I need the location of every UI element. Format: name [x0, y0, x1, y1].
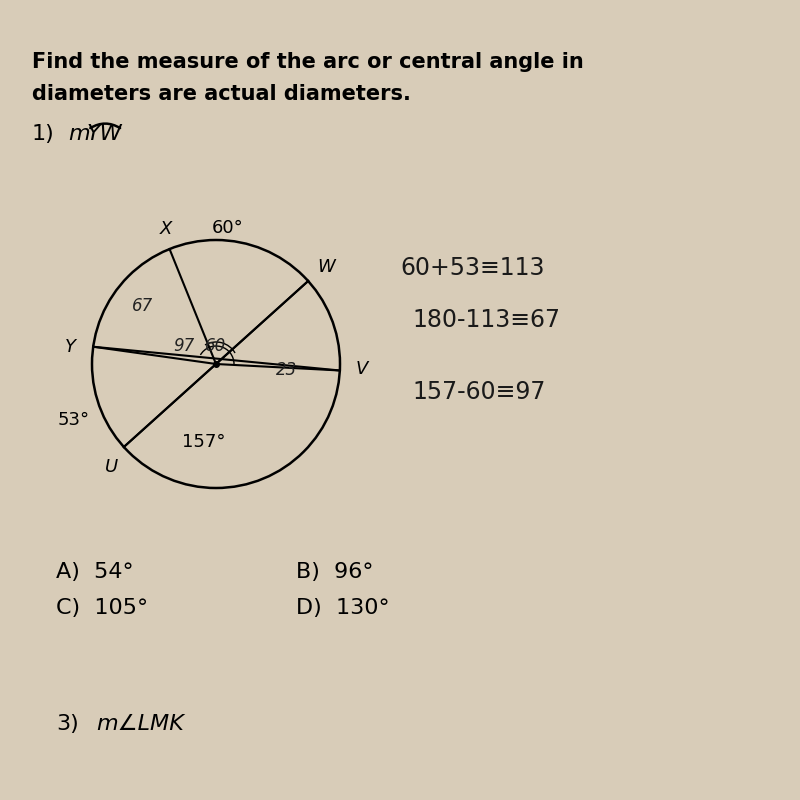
Text: 60+53≡113: 60+53≡113 — [400, 256, 545, 280]
Text: Y: Y — [66, 338, 76, 356]
Text: m∠LMK: m∠LMK — [96, 714, 184, 734]
Text: 97: 97 — [174, 338, 194, 355]
Text: Find the measure of the arc or central angle in: Find the measure of the arc or central a… — [32, 52, 584, 72]
Text: C)  105°: C) 105° — [56, 598, 148, 618]
Text: 60°: 60° — [212, 219, 244, 237]
Text: B)  96°: B) 96° — [296, 562, 374, 582]
Text: 157°: 157° — [182, 433, 226, 450]
Text: A)  54°: A) 54° — [56, 562, 134, 582]
Text: 3): 3) — [56, 714, 78, 734]
Text: 23: 23 — [276, 361, 297, 378]
Text: U: U — [106, 458, 118, 476]
Text: 60: 60 — [206, 338, 226, 355]
Text: X: X — [159, 220, 172, 238]
Text: 1): 1) — [32, 124, 54, 144]
Text: V: V — [356, 360, 369, 378]
Text: diameters are actual diameters.: diameters are actual diameters. — [32, 84, 411, 104]
Text: m: m — [68, 124, 90, 144]
Text: 157-60≡97: 157-60≡97 — [412, 380, 546, 404]
Text: W: W — [317, 258, 334, 276]
Text: 53°: 53° — [58, 411, 90, 429]
Text: 180-113≡67: 180-113≡67 — [412, 308, 560, 332]
Text: D)  130°: D) 130° — [296, 598, 390, 618]
Text: YW: YW — [86, 124, 122, 144]
Text: 67: 67 — [132, 297, 153, 314]
